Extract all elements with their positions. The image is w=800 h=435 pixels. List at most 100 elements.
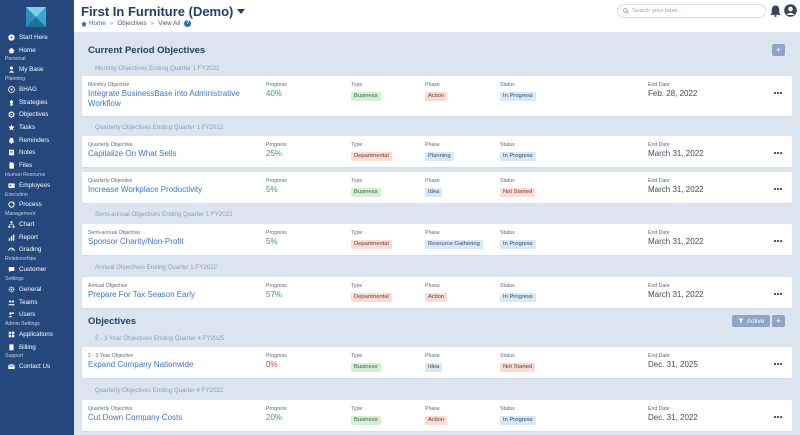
more-options-icon[interactable] bbox=[772, 148, 784, 157]
progress-value: 25% bbox=[266, 149, 283, 158]
more-options-icon[interactable] bbox=[772, 88, 784, 97]
more-options-icon[interactable] bbox=[772, 359, 784, 368]
end-date-value: March 31, 2022 bbox=[648, 290, 704, 299]
objective-kind: Quarterly Objective bbox=[88, 406, 133, 412]
sidebar-item-home[interactable]: Home bbox=[0, 44, 74, 57]
filter-icon bbox=[737, 318, 744, 324]
user-avatar-icon[interactable] bbox=[784, 4, 797, 17]
sidebar-item-chart[interactable]: Chart bbox=[0, 218, 74, 231]
phase-badge: Planning bbox=[425, 152, 454, 161]
sidebar-item-label: Home bbox=[19, 46, 36, 54]
end-date-value: March 31, 2022 bbox=[648, 149, 704, 158]
sidebar-item-label: Objectives bbox=[19, 111, 49, 119]
sidebar-item-label: Billing bbox=[19, 343, 36, 351]
progress-label: Progress bbox=[266, 283, 287, 289]
objective-kind: Monthly Objective bbox=[88, 82, 130, 88]
progress-label: Progress bbox=[266, 142, 287, 148]
team-icon bbox=[8, 299, 15, 306]
sidebar-section-personal: Personal bbox=[5, 56, 26, 63]
sidebar-item-reminders[interactable]: Reminders bbox=[0, 134, 74, 147]
sidebar-section-relationships: Relationships bbox=[5, 256, 37, 263]
phase-label: Phase bbox=[425, 82, 440, 88]
sidebar-item-billing[interactable]: Billing bbox=[0, 341, 74, 354]
sidebar-item-objectives[interactable]: Objectives bbox=[0, 108, 74, 121]
receipt-icon bbox=[8, 343, 15, 351]
sidebar-item-my-base[interactable]: My Base bbox=[0, 63, 74, 76]
sidebar-item-grading[interactable]: Grading bbox=[0, 244, 74, 257]
app-logo[interactable] bbox=[26, 7, 46, 27]
objective-name-link[interactable]: Capitalize On What Sells bbox=[88, 149, 177, 158]
sidebar-section-execution: Execution bbox=[5, 191, 28, 198]
search-input[interactable] bbox=[632, 8, 762, 14]
add-objective-button[interactable]: + bbox=[772, 315, 785, 327]
end-date-value: March 31, 2022 bbox=[648, 237, 704, 246]
type-badge: Departmental bbox=[351, 152, 392, 161]
search-box bbox=[617, 4, 766, 18]
breadcrumb-separator: » bbox=[150, 20, 155, 27]
status-label: Status bbox=[500, 406, 515, 412]
more-options-icon[interactable] bbox=[772, 412, 784, 421]
sidebar-item-notes[interactable]: Notes bbox=[0, 147, 74, 160]
sidebar-section-management: Management bbox=[5, 211, 36, 218]
sidebar-item-label: Chart bbox=[19, 221, 35, 229]
report-icon bbox=[8, 234, 15, 241]
type-label: Type bbox=[351, 406, 363, 412]
more-options-icon[interactable] bbox=[772, 184, 784, 193]
sidebar-item-applications[interactable]: Applications bbox=[0, 328, 74, 341]
sidebar-item-process[interactable]: Process bbox=[0, 199, 74, 212]
sidebar-item-report[interactable]: Report bbox=[0, 231, 74, 244]
sidebar-item-users[interactable]: Users bbox=[0, 308, 74, 321]
more-options-icon[interactable] bbox=[772, 289, 784, 298]
sync-icon bbox=[8, 201, 15, 209]
sidebar-item-start-here[interactable]: Start Here bbox=[0, 31, 74, 44]
end-date-value: Dec. 31, 2022 bbox=[648, 413, 698, 422]
sidebar-item-contact-us[interactable]: Contact Us bbox=[0, 360, 74, 373]
type-label: Type bbox=[351, 142, 363, 148]
end-date-label: End Date bbox=[648, 82, 670, 88]
objective-card: Annual Objective Prepare For Tax Season … bbox=[82, 277, 792, 308]
breadcrumb-objectives[interactable]: Objectives bbox=[117, 20, 147, 27]
star-icon bbox=[8, 124, 15, 131]
breadcrumb-home[interactable]: Home bbox=[81, 20, 106, 27]
gauge-icon bbox=[8, 246, 15, 253]
progress-value: 57% bbox=[266, 290, 283, 299]
sidebar-item-employees[interactable]: Employees bbox=[0, 179, 74, 192]
objective-name-link[interactable]: Integrate BusinessBase into Administrati… bbox=[88, 89, 240, 108]
notifications-bell-icon[interactable] bbox=[770, 5, 781, 17]
add-current-objective-button[interactable]: + bbox=[772, 44, 785, 56]
apps-icon bbox=[8, 331, 15, 338]
group-label: Annual Objectives Ending Quarter 1 FY202… bbox=[95, 264, 218, 271]
sidebar-item-tasks[interactable]: Tasks bbox=[0, 121, 74, 134]
caret-down-icon bbox=[237, 9, 246, 14]
end-date-value: Feb. 28, 2022 bbox=[648, 89, 698, 98]
sidebar-section-admin-settings: Admin Settings bbox=[5, 321, 40, 328]
type-badge: Departmental bbox=[351, 293, 392, 302]
sidebar-nav: Start Here Home Personal My Base Plannin… bbox=[0, 31, 74, 373]
help-icon[interactable]: ? bbox=[184, 20, 192, 27]
breadcrumb-separator: » bbox=[109, 20, 114, 27]
objective-name-link[interactable]: Increase Workplace Productivity bbox=[88, 185, 203, 194]
objective-kind: Quarterly Objective bbox=[88, 142, 133, 148]
filter-active-button[interactable]: Active bbox=[732, 315, 770, 327]
sidebar-item-bhag[interactable]: BHAG bbox=[0, 83, 74, 96]
phase-label: Phase bbox=[425, 283, 440, 289]
sidebar-item-customer[interactable]: Customer bbox=[0, 263, 74, 276]
progress-label: Progress bbox=[266, 230, 287, 236]
sidebar-item-strategies[interactable]: Strategies bbox=[0, 96, 74, 109]
sidebar-item-label: BHAG bbox=[19, 85, 37, 93]
objective-name-link[interactable]: Cut Down Company Costs bbox=[88, 413, 183, 422]
sidebar-item-files[interactable]: Files bbox=[0, 159, 74, 172]
sidebar-item-teams[interactable]: Teams bbox=[0, 296, 74, 309]
progress-value: 5% bbox=[266, 237, 278, 246]
sidebar-item-general[interactable]: General bbox=[0, 283, 74, 296]
objective-name-link[interactable]: Expand Company Nationwide bbox=[88, 360, 194, 369]
type-label: Type bbox=[351, 230, 363, 236]
more-options-icon[interactable] bbox=[772, 236, 784, 245]
status-label: Status bbox=[500, 142, 515, 148]
status-label: Status bbox=[500, 178, 515, 184]
sidebar-item-label: Strategies bbox=[19, 98, 48, 106]
objective-name-link[interactable]: Sponsor Charity/Non-Profit bbox=[88, 237, 184, 246]
objective-name-link[interactable]: Prepare For Tax Season Early bbox=[88, 290, 196, 299]
type-badge: Business bbox=[351, 416, 381, 425]
base-switcher[interactable]: First In Furniture (Demo) bbox=[81, 4, 246, 19]
